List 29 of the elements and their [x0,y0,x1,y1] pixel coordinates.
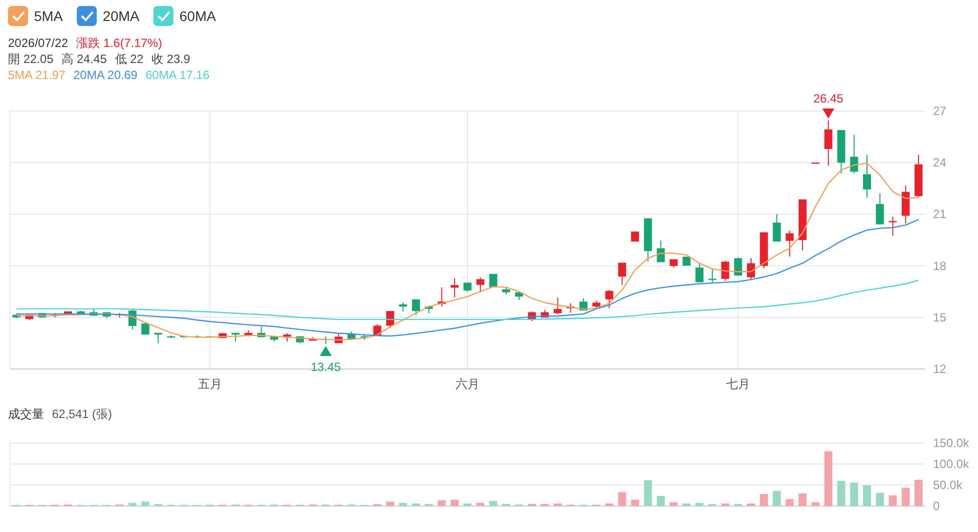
y-tick-label: 24 [933,156,947,170]
y-tick-label: 100.0k [933,457,970,471]
legend-label: 20MA [102,8,140,24]
y-tick-label: 27 [933,104,947,118]
text: 62,541 (張) [52,407,112,421]
chart-title: 成交量 [8,407,44,421]
legend-label: 60MA [179,8,217,24]
y-tick-label: 18 [933,258,947,273]
text: 漲跌 1.6(7.17%) [76,36,162,50]
y-tick-label: 150.0k [933,436,970,450]
text: 2026/07/22 [8,36,68,50]
text: 5MA 21.97 [8,68,66,82]
legend-label: 5MA [34,8,64,24]
text: 60MA 17.16 [145,68,210,82]
text: 低 22 [114,52,144,66]
text: 開 22.05 [8,52,54,66]
x-tick-label: 七月 [726,377,750,391]
text: 高 24.45 [61,52,108,66]
y-tick-label: 0 [933,499,940,513]
x-tick-label: 五月 [198,377,222,391]
y-tick-label: 12 [933,362,947,376]
annotation: 13.45 [310,360,342,374]
text: 20MA 20.69 [73,68,138,82]
y-tick-label: 21 [933,207,947,222]
annotation: 26.45 [813,91,844,106]
y-tick-label: 15 [933,310,947,324]
text: 收 23.9 [151,52,190,66]
y-tick-label: 50.0k [933,478,964,492]
x-tick-label: 六月 [456,377,480,391]
